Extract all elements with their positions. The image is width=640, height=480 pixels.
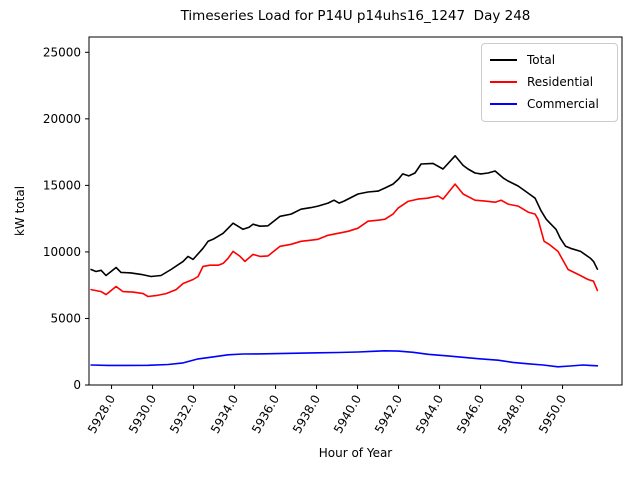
legend-label-residential: Residential — [527, 75, 594, 89]
y-tick-label: 15000 — [43, 178, 81, 192]
legend-label-commercial: Commercial — [527, 97, 599, 111]
legend-swatch-commercial — [490, 103, 517, 105]
legend-item-commercial: Commercial — [490, 93, 609, 115]
x-tick-label: 5950.0 — [536, 393, 569, 436]
x-tick-label: 5942.0 — [372, 393, 405, 436]
axes-frame — [88, 36, 623, 386]
y-tick-label: 25000 — [43, 45, 81, 59]
x-tick-label: 5948.0 — [495, 393, 528, 436]
legend-swatch-total — [490, 59, 517, 61]
chart-title: Timeseries Load for P14U p14uhs16_1247 D… — [180, 8, 531, 24]
series-line-residential — [90, 183, 599, 298]
x-tick-label: 5930.0 — [126, 393, 159, 436]
y-tick-label: 20000 — [43, 112, 81, 126]
y-tick-label: 10000 — [43, 245, 81, 259]
series-line-total — [90, 155, 599, 278]
x-axis-label: Hour of Year — [318, 446, 393, 460]
x-tick-label: 5932.0 — [167, 393, 200, 436]
x-tick-label: 5946.0 — [454, 393, 487, 436]
legend-label-total: Total — [527, 53, 556, 67]
x-tick-label: 5938.0 — [290, 393, 323, 436]
y-tick-label: 0 — [73, 378, 81, 392]
y-axis-label: kW total — [13, 185, 27, 237]
legend-item-residential: Residential — [490, 71, 609, 93]
legend: Total Residential Commercial — [481, 43, 618, 122]
series-line-commercial — [90, 349, 599, 368]
x-tick-label: 5928.0 — [85, 393, 118, 436]
x-tick-label: 5936.0 — [249, 393, 282, 436]
legend-item-total: Total — [490, 49, 609, 71]
x-tick-label: 5934.0 — [208, 393, 241, 436]
legend-swatch-residential — [490, 81, 517, 83]
x-tick-label: 5940.0 — [331, 393, 364, 436]
y-tick-label: 5000 — [50, 311, 81, 325]
x-tick-label: 5944.0 — [413, 393, 446, 436]
